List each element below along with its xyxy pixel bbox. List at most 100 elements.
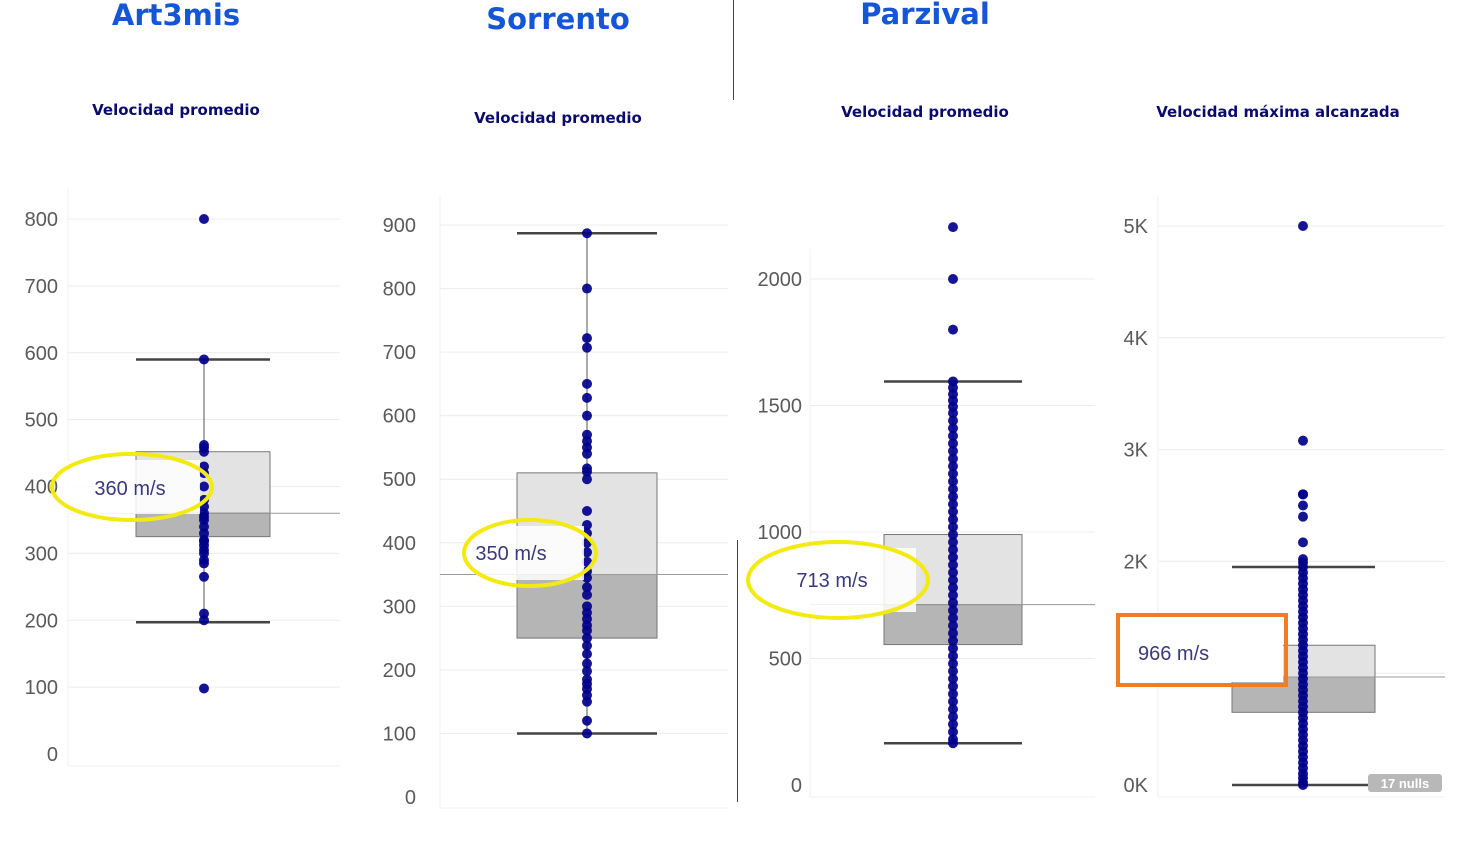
- data-point: [582, 633, 592, 644]
- data-point: [582, 228, 592, 239]
- data-point: [948, 544, 958, 555]
- data-point: [948, 324, 958, 335]
- y-tick-label: 400: [25, 477, 58, 499]
- y-tick-label: 3K: [1124, 440, 1149, 462]
- data-point: [948, 605, 958, 616]
- data-point: [948, 635, 958, 646]
- data-point: [948, 222, 958, 233]
- data-point: [199, 571, 209, 582]
- data-point: [948, 681, 958, 692]
- y-tick-label: 600: [383, 406, 416, 428]
- data-point: [948, 552, 958, 563]
- data-point: [948, 567, 958, 578]
- data-point: [948, 423, 958, 434]
- data-point: [948, 673, 958, 684]
- nulls-badge-label: 17 nulls: [1381, 776, 1429, 791]
- data-point: [1298, 221, 1308, 231]
- data-point: [582, 466, 592, 477]
- data-point: [582, 392, 592, 403]
- data-point: [582, 506, 592, 516]
- divider-sorrento-parzival: [733, 0, 734, 100]
- data-point: [582, 410, 592, 421]
- data-point: [199, 354, 209, 365]
- data-point: [199, 615, 209, 626]
- data-point: [582, 378, 592, 389]
- y-tick-label: 800: [383, 279, 416, 301]
- chart-title-parzival-max: Velocidad máxima alcanzada: [1156, 103, 1400, 121]
- y-tick-label: 100: [25, 677, 58, 699]
- annotation-label: 360 m/s: [94, 478, 165, 500]
- data-point: [582, 666, 592, 677]
- annotation-bg: [760, 548, 916, 612]
- data-point: [582, 547, 592, 558]
- data-point: [948, 468, 958, 479]
- data-point: [948, 506, 958, 517]
- data-point: [1298, 511, 1308, 522]
- chart-title-parzival-avg: Velocidad promedio: [841, 103, 1009, 121]
- data-point: [199, 558, 209, 569]
- data-point: [582, 649, 592, 659]
- data-point: [948, 415, 958, 426]
- data-point: [948, 658, 958, 669]
- data-point: [948, 453, 958, 464]
- data-point: [1298, 780, 1308, 790]
- data-point: [582, 572, 592, 583]
- data-point: [948, 650, 958, 661]
- y-tick-label: 300: [25, 543, 58, 565]
- data-point: [948, 590, 958, 601]
- data-point: [582, 342, 592, 353]
- data-point: [1298, 435, 1308, 446]
- data-point: [582, 333, 592, 344]
- data-point: [948, 628, 958, 639]
- data-point: [948, 582, 958, 593]
- y-tick-label: 300: [383, 596, 416, 618]
- team-title-sorrento: Sorrento: [486, 2, 630, 36]
- data-point: [1298, 500, 1308, 511]
- annotation-bg: [1121, 618, 1283, 682]
- data-point: [948, 537, 958, 548]
- y-tick-label: 2K: [1124, 551, 1149, 573]
- y-tick-label: 1500: [758, 396, 803, 418]
- y-tick-label: 1000: [758, 522, 803, 544]
- data-point: [948, 643, 958, 654]
- data-point: [948, 559, 958, 570]
- data-point: [948, 529, 958, 540]
- y-tick-label: 0: [791, 775, 802, 797]
- nulls-badge: [1368, 774, 1442, 792]
- data-point: [582, 715, 592, 726]
- y-tick-label: 800: [25, 209, 58, 231]
- data-point: [199, 683, 209, 694]
- data-point: [948, 476, 958, 487]
- y-tick-label: 500: [383, 469, 416, 491]
- y-tick-label: 2000: [758, 269, 803, 291]
- data-point: [948, 438, 958, 449]
- data-point: [582, 658, 592, 669]
- y-tick-label: 700: [383, 342, 416, 364]
- data-point: [582, 696, 592, 707]
- y-tick-label: 0: [47, 744, 58, 766]
- divider-sorrento-parzival-lower: [737, 540, 738, 802]
- data-point: [948, 408, 958, 419]
- data-point: [582, 448, 592, 459]
- data-point: [199, 214, 209, 224]
- highlight-ellipse: [746, 540, 930, 620]
- data-point: [948, 521, 958, 532]
- data-point: [582, 728, 592, 739]
- y-tick-label: 700: [25, 276, 58, 298]
- data-point: [1298, 537, 1308, 548]
- data-point: [582, 556, 592, 567]
- data-point: [948, 274, 958, 284]
- y-tick-label: 4K: [1124, 328, 1149, 350]
- data-point: [582, 589, 592, 600]
- data-point: [948, 491, 958, 502]
- data-point: [582, 283, 592, 294]
- data-point: [948, 711, 958, 722]
- data-point: [948, 483, 958, 494]
- highlight-rect: [1116, 613, 1288, 687]
- data-point: [948, 430, 958, 441]
- data-point: [948, 726, 958, 737]
- data-point: [948, 446, 958, 457]
